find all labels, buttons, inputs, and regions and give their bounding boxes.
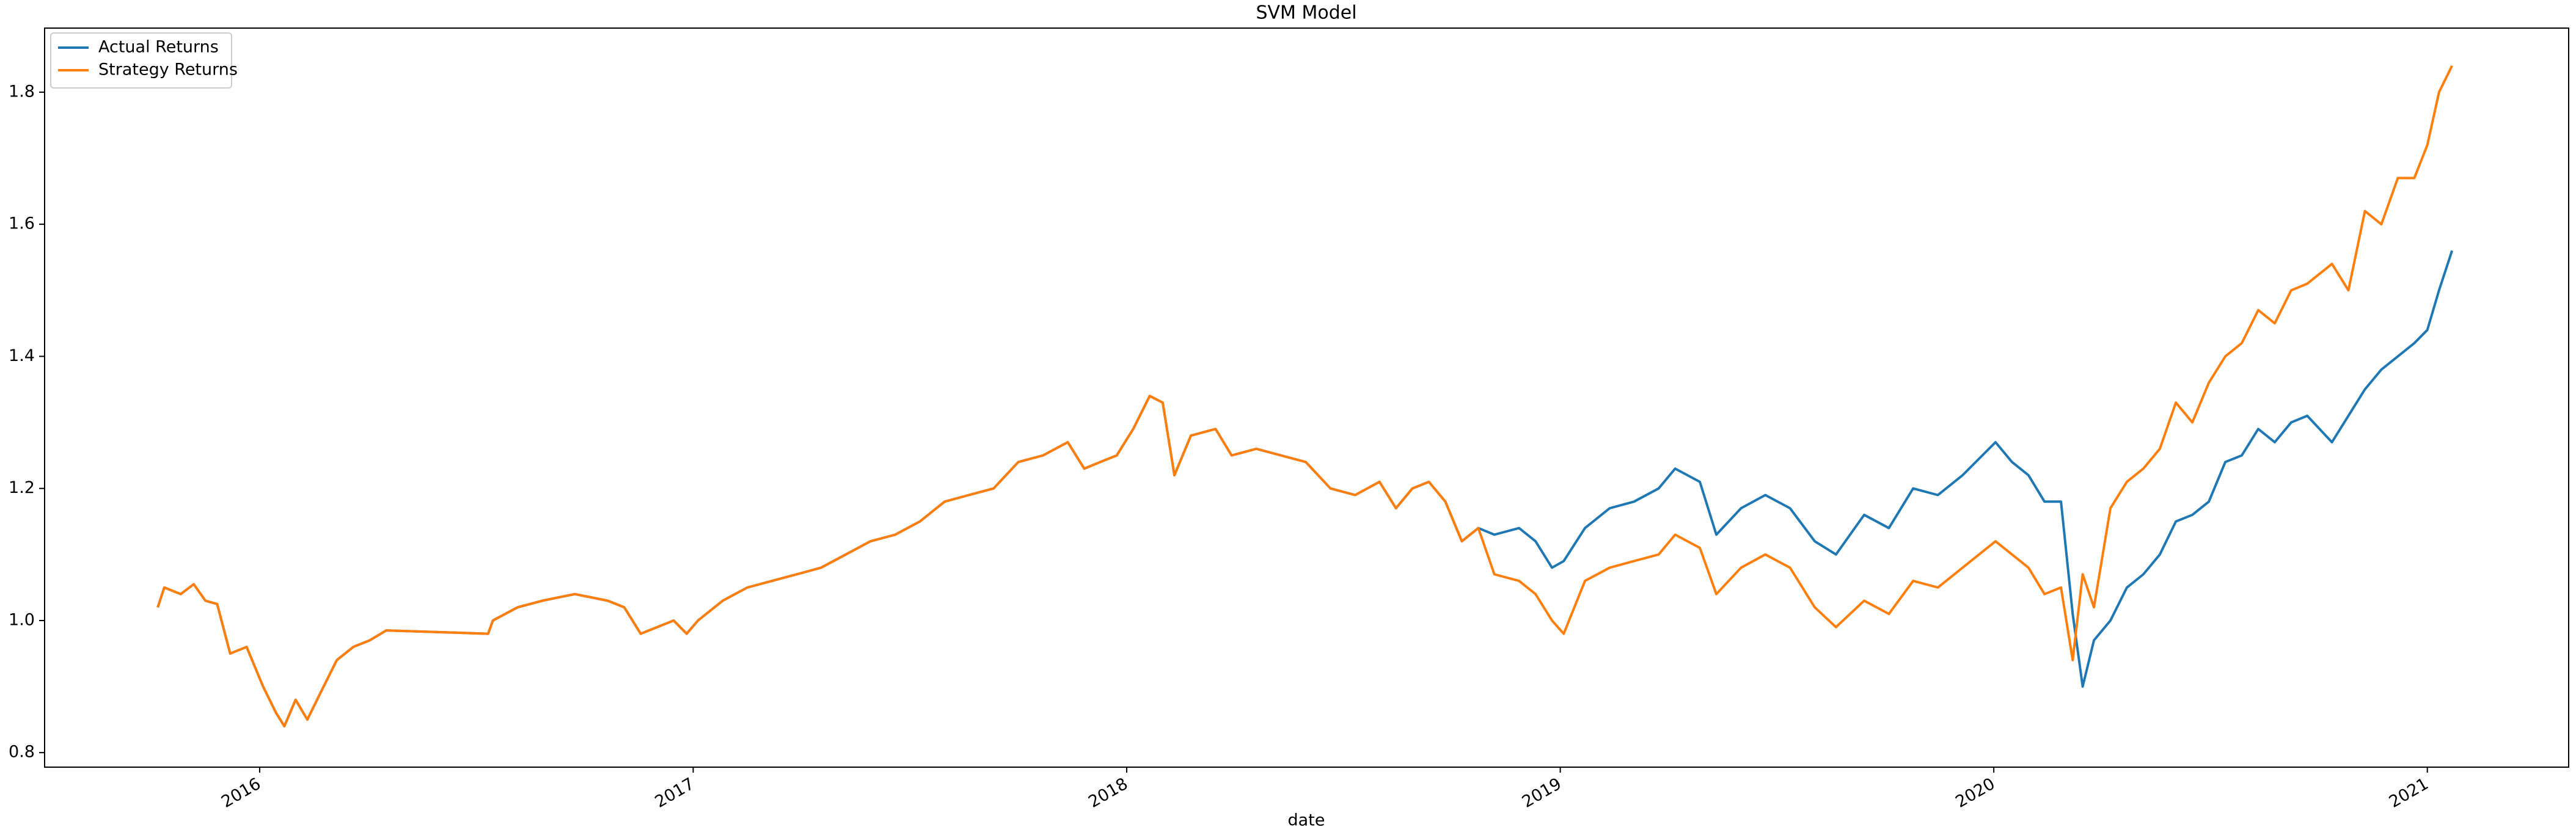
x-tick-label: 2018 [1085,774,1131,812]
x-axis-label: date [1288,811,1325,830]
x-tick-label: 2021 [2386,774,2432,812]
y-tick-label: 1.0 [9,610,35,629]
line-series [156,250,2454,727]
plot-frame [44,27,2569,768]
legend-box [50,32,232,89]
legend-label: Actual Returns [98,38,219,57]
y-tick-label: 1.4 [9,346,35,365]
y-tick-label: 1.6 [9,214,35,233]
line-series [156,65,2453,727]
x-tick-label: 2019 [1519,774,1565,812]
y-tick-label: 1.2 [9,478,35,497]
x-tick-label: 2017 [652,774,698,812]
y-tick-label: 0.8 [9,743,35,762]
chart-title: SVM Model [1256,2,1356,24]
legend-label: Strategy Returns [98,60,238,79]
x-tick-label: 2016 [218,774,264,812]
y-tick-label: 1.8 [9,82,35,101]
x-tick-label: 2020 [1952,774,1998,812]
